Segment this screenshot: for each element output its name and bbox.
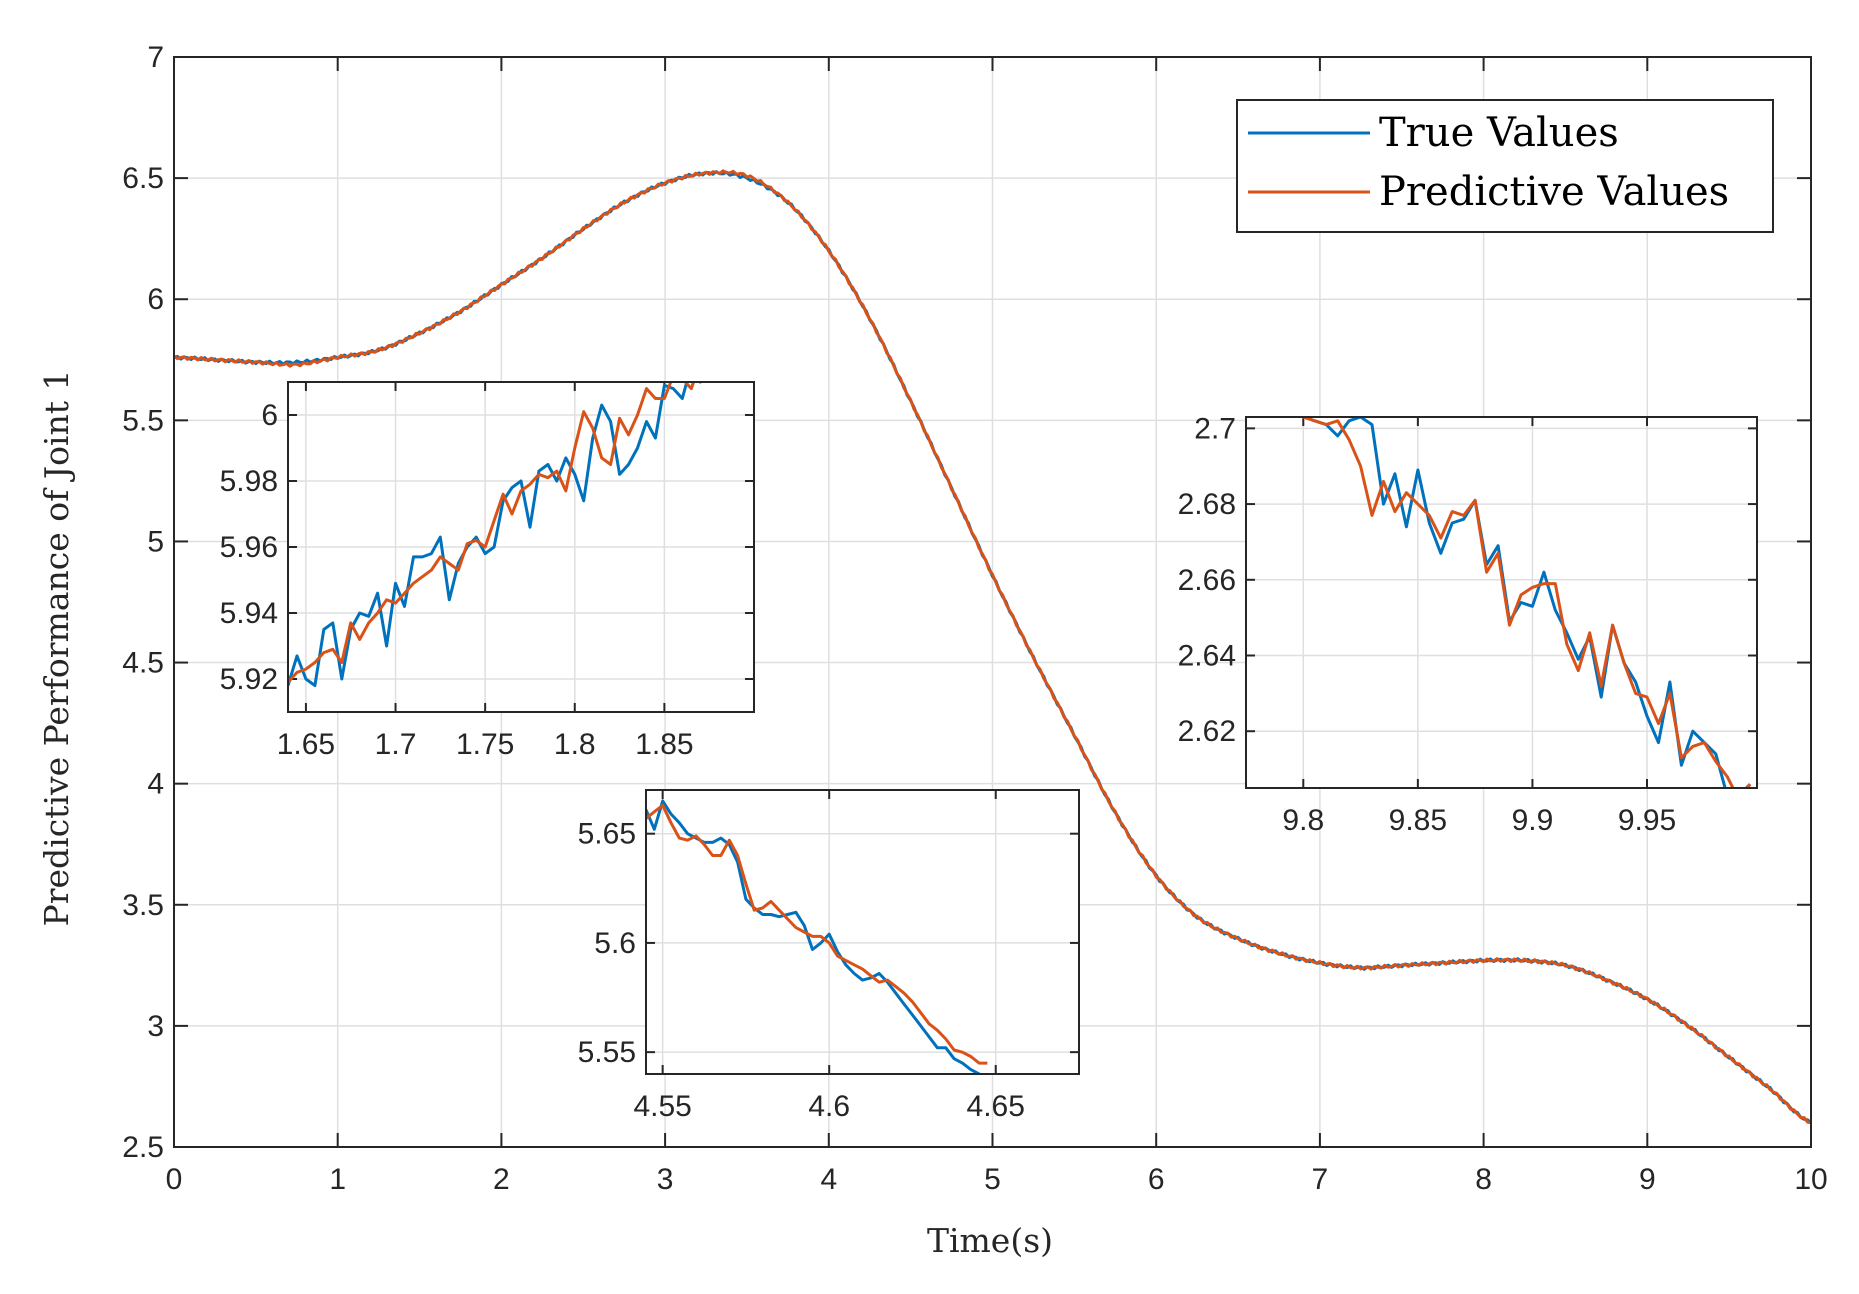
inset-3-series-predictive-values xyxy=(1302,417,1752,788)
x-axis-label: Time(s) xyxy=(927,1221,1053,1260)
main-xtick-label: 7 xyxy=(1312,1163,1329,1196)
inset-1-ytick-label: 5.94 xyxy=(220,597,278,630)
main-ytick-label: 7 xyxy=(147,41,164,74)
main-ytick-label: 2.5 xyxy=(122,1131,164,1164)
legend-label-predicted: Predictive Values xyxy=(1379,169,1729,215)
main-ytick-label: 3 xyxy=(147,1010,164,1043)
inset-3-xtick-label: 9.85 xyxy=(1389,804,1447,837)
y-axis-label: Predictive Performance of Joint 1 xyxy=(37,370,76,927)
main-ytick-label: 5.5 xyxy=(122,404,164,437)
inset-3-axes: 9.8 9.85 9.9 9.95 2.62 2.64 2.66 2.68 2.7 xyxy=(1178,412,1758,837)
inset-3-ytick-label: 2.7 xyxy=(1194,412,1236,445)
main-xtick-label: 3 xyxy=(657,1163,674,1196)
main-frame xyxy=(173,56,1812,1148)
inset-1-ytick-label: 6 xyxy=(261,399,278,432)
inset-1-ytick-label: 5.96 xyxy=(220,531,278,564)
inset-3-ytick-label: 2.62 xyxy=(1178,715,1236,748)
inset-3-xtick-label: 9.95 xyxy=(1618,804,1676,837)
inset-1-ytick-label: 5.98 xyxy=(220,465,278,498)
main-xtick-label: 5 xyxy=(984,1163,1001,1196)
inset-1-xtick-label: 1.85 xyxy=(635,728,693,761)
inset-2-xtick-label: 4.65 xyxy=(967,1090,1025,1123)
main-ytick-label: 4 xyxy=(147,768,164,801)
main-xtick-label: 10 xyxy=(1794,1163,1827,1196)
inset-3-plot-area xyxy=(1246,417,1757,788)
legend-label-true: True Values xyxy=(1379,110,1619,156)
main-series-predictive-values xyxy=(174,169,1811,1125)
main-ytick-label: 6 xyxy=(147,283,164,316)
inset-2-frame xyxy=(645,789,1080,1075)
main-xtick-label: 0 xyxy=(166,1163,183,1196)
main-xtick-label: 1 xyxy=(329,1163,346,1196)
inset-3-xtick-label: 9.8 xyxy=(1282,804,1324,837)
inset-1-series-true-values xyxy=(288,382,703,688)
inset-2-xtick-label: 4.6 xyxy=(808,1090,850,1123)
main-ytick-label: 6.5 xyxy=(122,162,164,195)
inset-2-ytick-label: 5.65 xyxy=(578,818,636,851)
legend-box xyxy=(1236,99,1774,233)
main-xtick-label: 4 xyxy=(820,1163,837,1196)
inset-1-xtick-label: 1.65 xyxy=(277,728,335,761)
inset-1-frame xyxy=(287,381,755,713)
inset-1-axes: 1.65 1.7 1.75 1.8 1.85 5.92 5.94 5.96 5.98 6 xyxy=(220,381,755,761)
legend: True Values Predictive Values xyxy=(1236,99,1774,233)
inset-1-xtick-label: 1.7 xyxy=(375,728,417,761)
main-ytick-label: 4.5 xyxy=(122,647,164,680)
inset-1-xtick-label: 1.75 xyxy=(456,728,514,761)
inset-2-axes: 4.55 4.6 4.65 5.55 5.6 5.65 xyxy=(578,789,1080,1123)
inset-2-ytick-label: 5.6 xyxy=(594,927,636,960)
inset-3-frame xyxy=(1245,416,1758,789)
inset-2-ytick-label: 5.55 xyxy=(578,1036,636,1069)
main-xtick-label: 8 xyxy=(1475,1163,1492,1196)
main-xtick-label: 6 xyxy=(1148,1163,1165,1196)
main-ytick-label: 5 xyxy=(147,525,164,558)
inset-3-ytick-label: 2.66 xyxy=(1178,564,1236,597)
inset-1-ytick-label: 5.92 xyxy=(220,663,278,696)
main-xtick-label: 9 xyxy=(1639,1163,1656,1196)
inset-2-series-predictive-values xyxy=(646,803,988,1065)
inset-2-plot-area xyxy=(646,790,1079,1074)
inset-3-xtick-label: 9.9 xyxy=(1512,804,1554,837)
inset-2-xtick-label: 4.55 xyxy=(633,1090,691,1123)
main-xtick-label: 2 xyxy=(493,1163,510,1196)
inset-1-series-predictive-values xyxy=(288,382,696,684)
inset-1-xtick-label: 1.8 xyxy=(554,728,596,761)
main-ytick-label: 3.5 xyxy=(122,889,164,922)
inset-3-ytick-label: 2.64 xyxy=(1178,640,1236,673)
inset-3-ytick-label: 2.68 xyxy=(1178,488,1236,521)
